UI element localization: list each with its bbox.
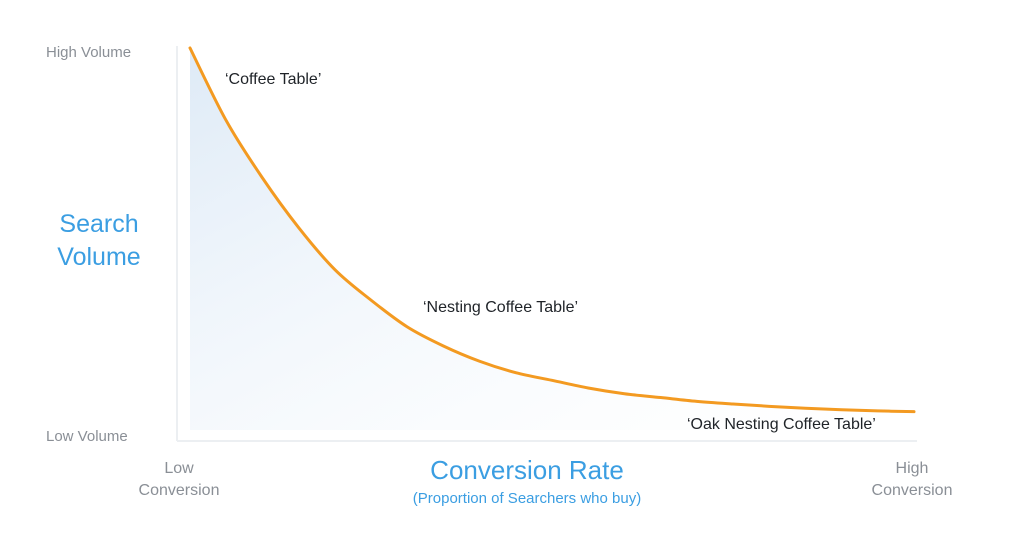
y-axis-title-line-1: Search	[59, 210, 139, 238]
x-tick-low-line-2: Conversion	[138, 482, 220, 499]
x-tick-high-line-2: Conversion	[871, 482, 953, 499]
y-axis-title-line-2: Volume	[57, 243, 141, 271]
conversion-curve-line	[188, 46, 916, 414]
y-tick-low: Low Volume	[46, 428, 128, 445]
x-tick-low: Low Conversion	[119, 458, 239, 502]
x-tick-high-line-1: High	[895, 460, 929, 477]
y-tick-high: High Volume	[46, 44, 132, 61]
x-axis-title: Conversion Rate	[430, 455, 624, 485]
annotation-nesting-coffee-table: ‘Nesting Coffee Table’	[423, 299, 579, 316]
x-axis-subtitle: (Proportion of Searchers who buy)	[412, 490, 642, 507]
curve-area	[190, 48, 914, 430]
y-axis-title: Search Volume	[40, 208, 158, 274]
x-tick-low-line-1: Low	[164, 460, 194, 477]
annotation-coffee-table: ‘Coffee Table’	[225, 71, 322, 88]
annotation-oak-nesting-coffee-table: ‘Oak Nesting Coffee Table’	[687, 416, 876, 433]
x-tick-high: High Conversion	[852, 458, 972, 502]
